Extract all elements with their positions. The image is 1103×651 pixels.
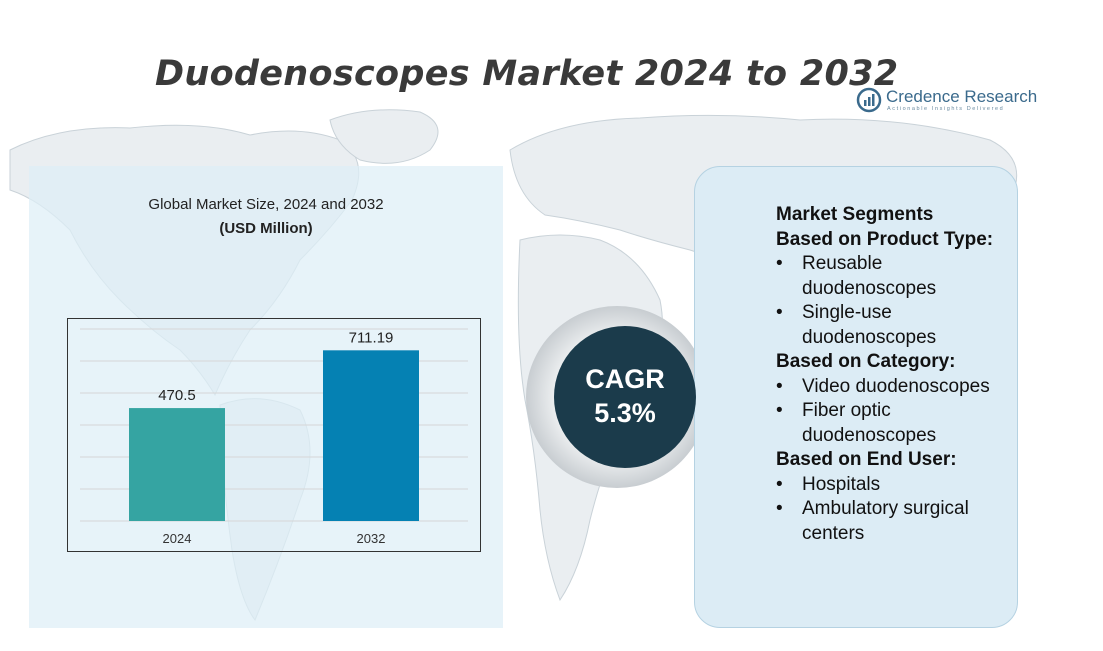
segment-list-end-user: • Hospitals • Ambulatory surgical centers (776, 473, 1016, 547)
segment-item-label: Ambulatory surgical centers (802, 498, 969, 544)
bullet-icon: • (776, 498, 783, 519)
segment-heading-end-user: Based on End User: (776, 449, 957, 470)
segment-item: • Reusable duodenoscopes (776, 252, 1016, 301)
bar-chart-plot: 470.5 2024 711.19 2032 (80, 328, 468, 546)
market-segments-content: Market Segments Based on Product Type: •… (776, 203, 1016, 546)
market-segments-panel: Market Segments Based on Product Type: •… (694, 166, 1018, 628)
chart-subtitle: Global Market Size, 2024 and 2032 (148, 196, 384, 213)
bullet-icon: • (776, 302, 783, 323)
bar-chart: 470.5 2024 711.19 2032 (67, 318, 481, 552)
segment-heading-product-type: Based on Product Type: (776, 228, 994, 250)
bullet-icon: • (776, 253, 783, 274)
segment-item: • Ambulatory surgical centers (776, 497, 1016, 546)
segment-item: • Single-use duodenoscopes (776, 301, 1016, 350)
segment-heading-category: Based on Category: (776, 351, 956, 372)
cagr-value: 5.3% (594, 398, 656, 428)
bullet-icon: • (776, 400, 783, 421)
x-tick-label: 2024 (163, 531, 192, 546)
segment-item: • Video duodenoscopes (776, 375, 1016, 400)
bar-2032 (323, 350, 419, 521)
page-title: Duodenoscopes Market 2024 to 2032 (155, 54, 899, 94)
logo-name: Credence Research (886, 87, 1038, 106)
chart-unit: (USD Million) (219, 220, 313, 237)
segments-title: Market Segments (776, 204, 934, 225)
segment-item-label: Fiber optic duodenoscopes (802, 400, 937, 446)
cagr-badge: CAGR 5.3% (554, 326, 696, 468)
segment-item: • Hospitals (776, 473, 1016, 498)
bullet-icon: • (776, 375, 783, 397)
logo-tagline: Actionable Insights Delivered (887, 106, 1005, 112)
segment-list-product-type: • Reusable duodenoscopes • Single-use duod… (776, 252, 1016, 350)
bar-value-label: 470.5 (158, 387, 196, 404)
logo-mark-icon (856, 87, 882, 113)
cagr-label: CAGR (585, 364, 665, 394)
segment-item-label: Single-use duodenoscopes (802, 302, 937, 348)
x-tick-label: 2032 (357, 531, 386, 546)
credence-research-logo: Credence Research Actionable Insights De… (856, 86, 1038, 116)
bar-value-label: 711.19 (349, 329, 394, 346)
segment-item-label: Hospitals (802, 473, 881, 495)
segment-item: • Fiber optic duodenoscopes (776, 399, 1016, 448)
bullet-icon: • (776, 473, 783, 495)
segment-list-category: • Video duodenoscopes • Fiber optic duoden… (776, 375, 1016, 449)
bar-2024 (129, 408, 225, 521)
segment-item-label: Reusable duodenoscopes (802, 253, 937, 299)
segment-item-label: Video duodenoscopes (802, 375, 990, 397)
